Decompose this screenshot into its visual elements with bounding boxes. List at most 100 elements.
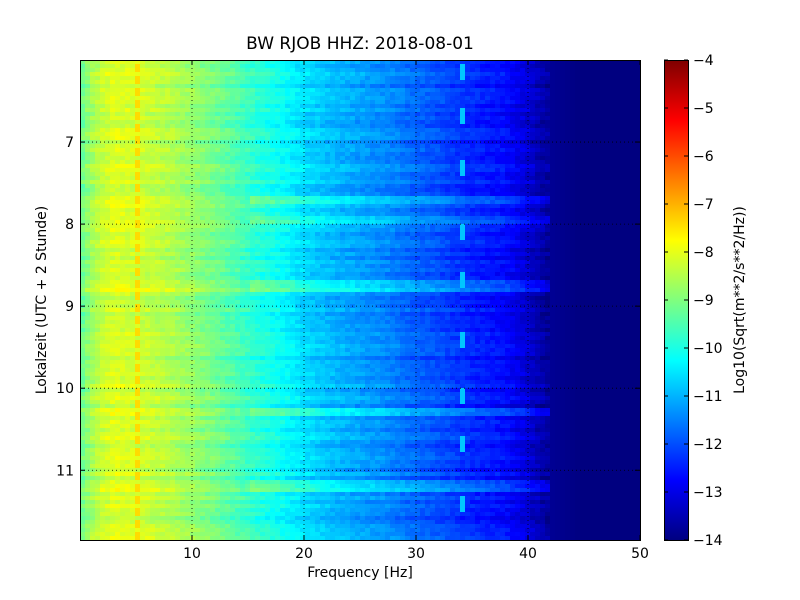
heatmap-cell (580, 228, 586, 233)
heatmap-cell (395, 96, 401, 101)
heatmap-cell (400, 72, 406, 77)
heatmap-cell (225, 184, 231, 189)
heatmap-cell (175, 112, 181, 117)
heatmap-cell (405, 76, 411, 81)
heatmap-cell (465, 76, 471, 81)
heatmap-cell (635, 188, 641, 193)
heatmap-cell (610, 192, 616, 197)
heatmap-cell (435, 120, 441, 125)
heatmap-cell (250, 104, 256, 109)
heatmap-cell (305, 168, 311, 173)
heatmap-cell (635, 196, 641, 201)
heatmap-cell (200, 132, 206, 137)
heatmap-cell (485, 132, 491, 137)
heatmap-cell (460, 196, 466, 201)
heatmap-cell (240, 136, 246, 141)
heatmap-cell (390, 228, 396, 233)
heatmap-cell (215, 116, 221, 121)
heatmap-cell (565, 140, 571, 145)
heatmap-cell (580, 232, 586, 237)
heatmap-cell (410, 200, 416, 205)
heatmap-cell (315, 220, 321, 225)
heatmap-cell (110, 180, 116, 185)
heatmap-cell (390, 144, 396, 149)
heatmap-cell (320, 216, 326, 221)
heatmap-cell (150, 124, 156, 129)
heatmap-cell (615, 132, 621, 137)
heatmap-cell (225, 196, 231, 201)
heatmap-cell (100, 168, 106, 173)
heatmap-cell (610, 112, 616, 117)
heatmap-cell (415, 92, 421, 97)
heatmap-cell (580, 144, 586, 149)
heatmap-cell (140, 112, 146, 117)
heatmap-cell (495, 132, 501, 137)
heatmap-cell (90, 68, 96, 73)
heatmap-cell (545, 116, 551, 121)
heatmap-cell (140, 160, 146, 165)
heatmap-cell (585, 216, 591, 221)
heatmap-cell (615, 164, 621, 169)
heatmap-cell (195, 76, 201, 81)
heatmap-cell (300, 204, 306, 209)
heatmap-cell (295, 232, 301, 237)
heatmap-cell (405, 192, 411, 197)
heatmap-cell (445, 228, 451, 233)
heatmap-cell (320, 104, 326, 109)
heatmap-cell (130, 84, 136, 89)
heatmap-cell (95, 116, 101, 121)
heatmap-cell (190, 232, 196, 237)
heatmap-cell (550, 228, 556, 233)
heatmap-cell (545, 208, 551, 213)
heatmap-cell (570, 100, 576, 105)
heatmap-cell (220, 168, 226, 173)
heatmap-cell (280, 172, 286, 177)
heatmap-cell (200, 136, 206, 141)
heatmap-cell (595, 144, 601, 149)
heatmap-cell (180, 148, 186, 153)
heatmap-cell (110, 168, 116, 173)
heatmap-cell (445, 148, 451, 153)
heatmap-cell (395, 124, 401, 129)
heatmap-cell (300, 144, 306, 149)
heatmap-cell (530, 100, 536, 105)
heatmap-cell (300, 108, 306, 113)
heatmap-cell (305, 96, 311, 101)
heatmap-cell (405, 96, 411, 101)
heatmap-cell (180, 80, 186, 85)
heatmap-cell (590, 220, 596, 225)
heatmap-cell (425, 128, 431, 133)
heatmap-cell (285, 216, 291, 221)
heatmap-cell (480, 124, 486, 129)
heatmap-cell (80, 188, 86, 193)
heatmap-cell (395, 168, 401, 173)
heatmap-cell (240, 212, 246, 217)
heatmap-cell (135, 228, 141, 233)
heatmap-cell (620, 192, 626, 197)
heatmap-cell (580, 168, 586, 173)
heatmap-cell (590, 84, 596, 89)
heatmap-cell (275, 172, 281, 177)
heatmap-cell (115, 76, 121, 81)
heatmap-cell (85, 108, 91, 113)
heatmap-cell (250, 176, 256, 181)
heatmap-cell (235, 176, 241, 181)
heatmap-cell (165, 236, 171, 241)
heatmap-cell (365, 236, 371, 241)
heatmap-cell (415, 136, 421, 141)
heatmap-cell (395, 60, 401, 65)
heatmap-cell (625, 196, 631, 201)
heatmap-cell (210, 84, 216, 89)
heatmap-cell (545, 132, 551, 137)
heatmap-cell (480, 208, 486, 213)
heatmap-cell (310, 132, 316, 137)
heatmap-cell (525, 200, 531, 205)
heatmap-cell (405, 224, 411, 229)
heatmap-cell (585, 168, 591, 173)
heatmap-cell (165, 200, 171, 205)
heatmap-cell (315, 180, 321, 185)
heatmap-cell (590, 192, 596, 197)
heatmap-cell (435, 188, 441, 193)
heatmap-cell (170, 104, 176, 109)
heatmap-cell (255, 224, 261, 229)
